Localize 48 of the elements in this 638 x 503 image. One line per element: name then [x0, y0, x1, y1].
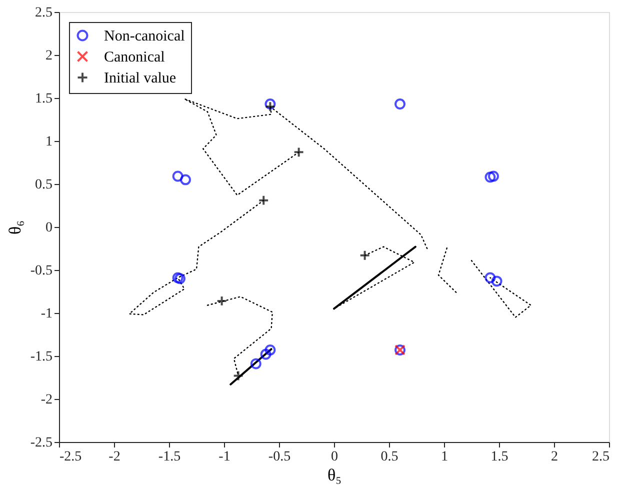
y-tick-label: -0.5 [30, 264, 52, 278]
point [488, 170, 499, 182]
x-tick-label: -2 [108, 450, 120, 464]
x-tick-label: -2.5 [60, 450, 82, 464]
legend-label: Non-canoical [104, 28, 185, 44]
point [180, 174, 191, 186]
point [264, 344, 276, 356]
y-tick-label: 1.5 [35, 92, 52, 106]
point [484, 272, 496, 284]
point [491, 276, 502, 287]
y-tick-label: -1 [40, 306, 52, 322]
point [394, 98, 406, 110]
x-tick-label: 2 [551, 450, 558, 464]
point [359, 250, 370, 261]
point [216, 295, 228, 306]
x-tick-label: -1.5 [158, 450, 181, 464]
point [232, 370, 244, 382]
point [174, 273, 186, 284]
point [260, 348, 272, 360]
x-tick-label: -1 [218, 450, 230, 464]
x-tick-label: -0.5 [268, 450, 291, 464]
point [484, 172, 496, 183]
y-tick-label: 0 [46, 220, 52, 236]
y-tick-label: 2.5 [35, 6, 52, 20]
x-tick-label: 2.5 [592, 450, 610, 464]
y-tick-label: 0.5 [35, 178, 52, 192]
y-tick-label: 1 [46, 134, 52, 150]
legend-label: Canonical [104, 50, 165, 66]
line-series [470, 260, 532, 318]
point [172, 170, 184, 182]
point [264, 101, 276, 112]
line-series [206, 296, 273, 376]
x-tick-label: 1 [441, 450, 448, 464]
x-tick-label: 0.5 [380, 450, 398, 464]
y-tick-label: -2.5 [30, 436, 52, 450]
y-axis-title: θ₆ [5, 220, 24, 235]
legend-label: Initial value [104, 70, 176, 86]
x-axis-title: θ₅ [327, 466, 342, 484]
point [172, 272, 184, 284]
point [264, 98, 276, 110]
y-tick-label: -2 [40, 392, 52, 408]
point [250, 358, 262, 370]
point [258, 194, 270, 206]
y-tick-label: 2 [46, 48, 52, 64]
y-tick-label: -1.5 [30, 350, 52, 364]
point [293, 146, 304, 158]
x-tick-label: 1.5 [490, 450, 508, 464]
x-tick-label: 0 [331, 450, 338, 464]
